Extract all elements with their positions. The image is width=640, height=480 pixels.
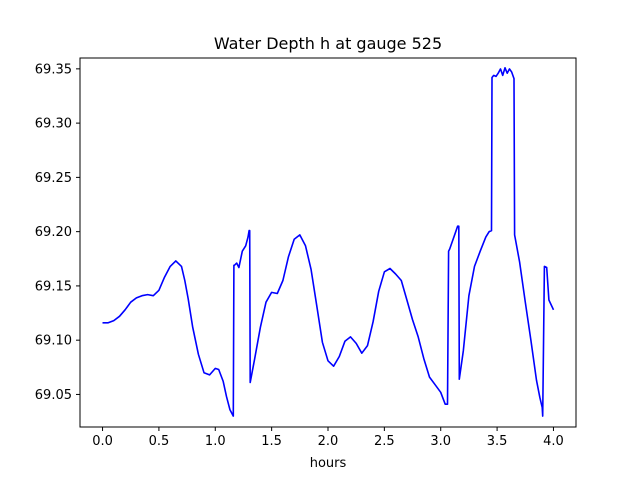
y-tick-label: 69.25: [35, 171, 72, 186]
y-axis: 69.05 69.10 69.15 69.20 69.25 69.30 69.35: [35, 62, 80, 403]
series-line: [102, 67, 555, 417]
y-tick-label: 69.05: [35, 388, 72, 403]
x-tick-label: 4.0: [543, 434, 564, 449]
x-axis-label: hours: [310, 456, 347, 471]
x-tick-label: 3.5: [487, 434, 508, 449]
x-tick-label: 2.0: [318, 434, 339, 449]
x-tick-label: 1.0: [205, 434, 226, 449]
x-tick-label: 1.5: [261, 434, 282, 449]
y-tick-label: 69.10: [35, 334, 72, 349]
series-layer: [102, 67, 555, 417]
y-tick-label: 69.30: [35, 117, 72, 132]
x-tick-label: 2.5: [374, 434, 395, 449]
chart-title: Water Depth h at gauge 525: [214, 34, 442, 53]
y-tick-label: 69.35: [35, 62, 72, 77]
x-tick-label: 0.0: [92, 434, 113, 449]
x-tick-label: 0.5: [149, 434, 170, 449]
x-axis: 0.0 0.5 1.0 1.5 2.0 2.5 3.0 3.5 4.0: [92, 427, 564, 449]
y-tick-label: 69.20: [35, 225, 72, 240]
y-tick-label: 69.15: [35, 279, 72, 294]
x-tick-label: 3.0: [430, 434, 451, 449]
